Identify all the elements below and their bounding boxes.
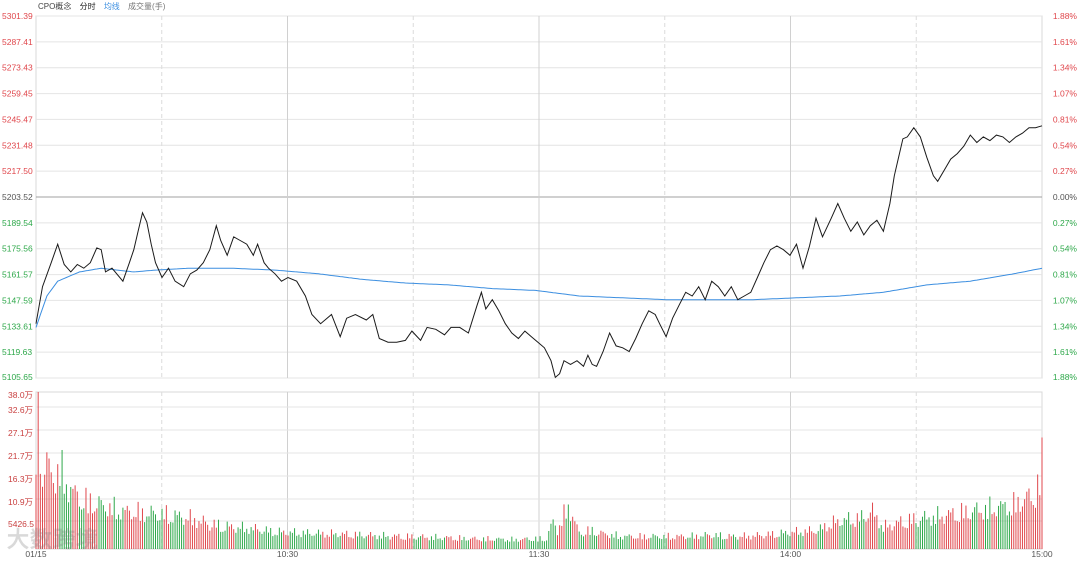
volume-tick-label: 5426.5 [8,519,34,529]
pct-tick-label: 1.07% [1053,89,1078,99]
price-tick-label: 5147.59 [2,295,33,305]
x-tick-label: 14:00 [780,549,802,559]
pct-tick-label: 0.81% [1053,270,1078,280]
price-tick-label: 5287.41 [2,37,33,47]
pct-tick-label: 1.88% [1053,372,1078,382]
pct-tick-label: 1.61% [1053,37,1078,47]
price-line [35,125,1043,379]
pct-tick-label: 0.54% [1053,140,1078,150]
price-tick-label: 5105.65 [2,372,33,382]
price-tick-label: 5133.61 [2,321,33,331]
x-tick-label: 15:00 [1031,549,1053,559]
avg-price-line [35,267,1043,328]
volume-legend: 成交量(手) [128,2,166,11]
pct-tick-label: 0.27% [1053,218,1078,228]
pct-tick-label: 0.00% [1053,192,1078,202]
price-tick-label: 5203.52 [2,192,33,202]
x-tick-label: 10:30 [277,549,299,559]
chart-title: CPO概念 [38,2,72,11]
chart-header: CPO概念 分时 均线 成交量(手) [38,1,171,12]
volume-tick-label: 21.7万 [8,451,33,461]
x-tick-label: 11:30 [529,549,550,559]
price-tick-label: 5189.54 [2,218,33,228]
price-tick-label: 5301.39 [2,11,33,21]
volume-tick-label: 27.1万 [8,428,33,438]
pct-tick-label: 1.34% [1053,321,1078,331]
price-tick-label: 5273.43 [2,63,33,73]
pct-tick-label: 1.61% [1053,347,1078,357]
pct-tick-label: 0.27% [1053,166,1078,176]
price-tick-label: 5161.57 [2,270,33,280]
pct-tick-label: 1.07% [1053,295,1078,305]
pct-tick-label: 0.81% [1053,114,1078,124]
pct-tick-label: 0.54% [1053,244,1078,254]
avg-line-legend[interactable]: 均线 [103,2,120,11]
pct-tick-label: 1.88% [1053,11,1078,21]
volume-tick-label: 10.9万 [8,497,33,507]
price-tick-label: 5175.56 [2,244,33,254]
time-tab[interactable]: 分时 [79,2,96,11]
price-tick-label: 5217.50 [2,166,33,176]
volume-tick-label: 38.0万 [8,390,33,400]
price-tick-label: 5119.63 [2,347,32,357]
price-tick-label: 5245.47 [2,114,33,124]
price-tick-label: 5231.48 [2,140,33,150]
x-date-label: 01/15 [25,549,47,559]
watermark: 大数跨境 [7,527,100,552]
volume-tick-label: 16.3万 [8,474,33,484]
price-tick-label: 5259.45 [2,89,33,99]
pct-tick-label: 1.34% [1053,63,1078,73]
volume-tick-label: 32.6万 [8,405,33,415]
